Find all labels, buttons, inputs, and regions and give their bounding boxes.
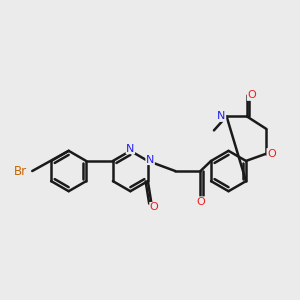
- Text: N: N: [146, 154, 154, 164]
- Text: O: O: [248, 90, 256, 100]
- Text: O: O: [150, 202, 159, 212]
- Text: N: N: [126, 144, 135, 154]
- Text: O: O: [196, 197, 205, 207]
- Text: Br: Br: [14, 164, 27, 178]
- Text: O: O: [267, 148, 276, 159]
- Text: N: N: [217, 111, 226, 121]
